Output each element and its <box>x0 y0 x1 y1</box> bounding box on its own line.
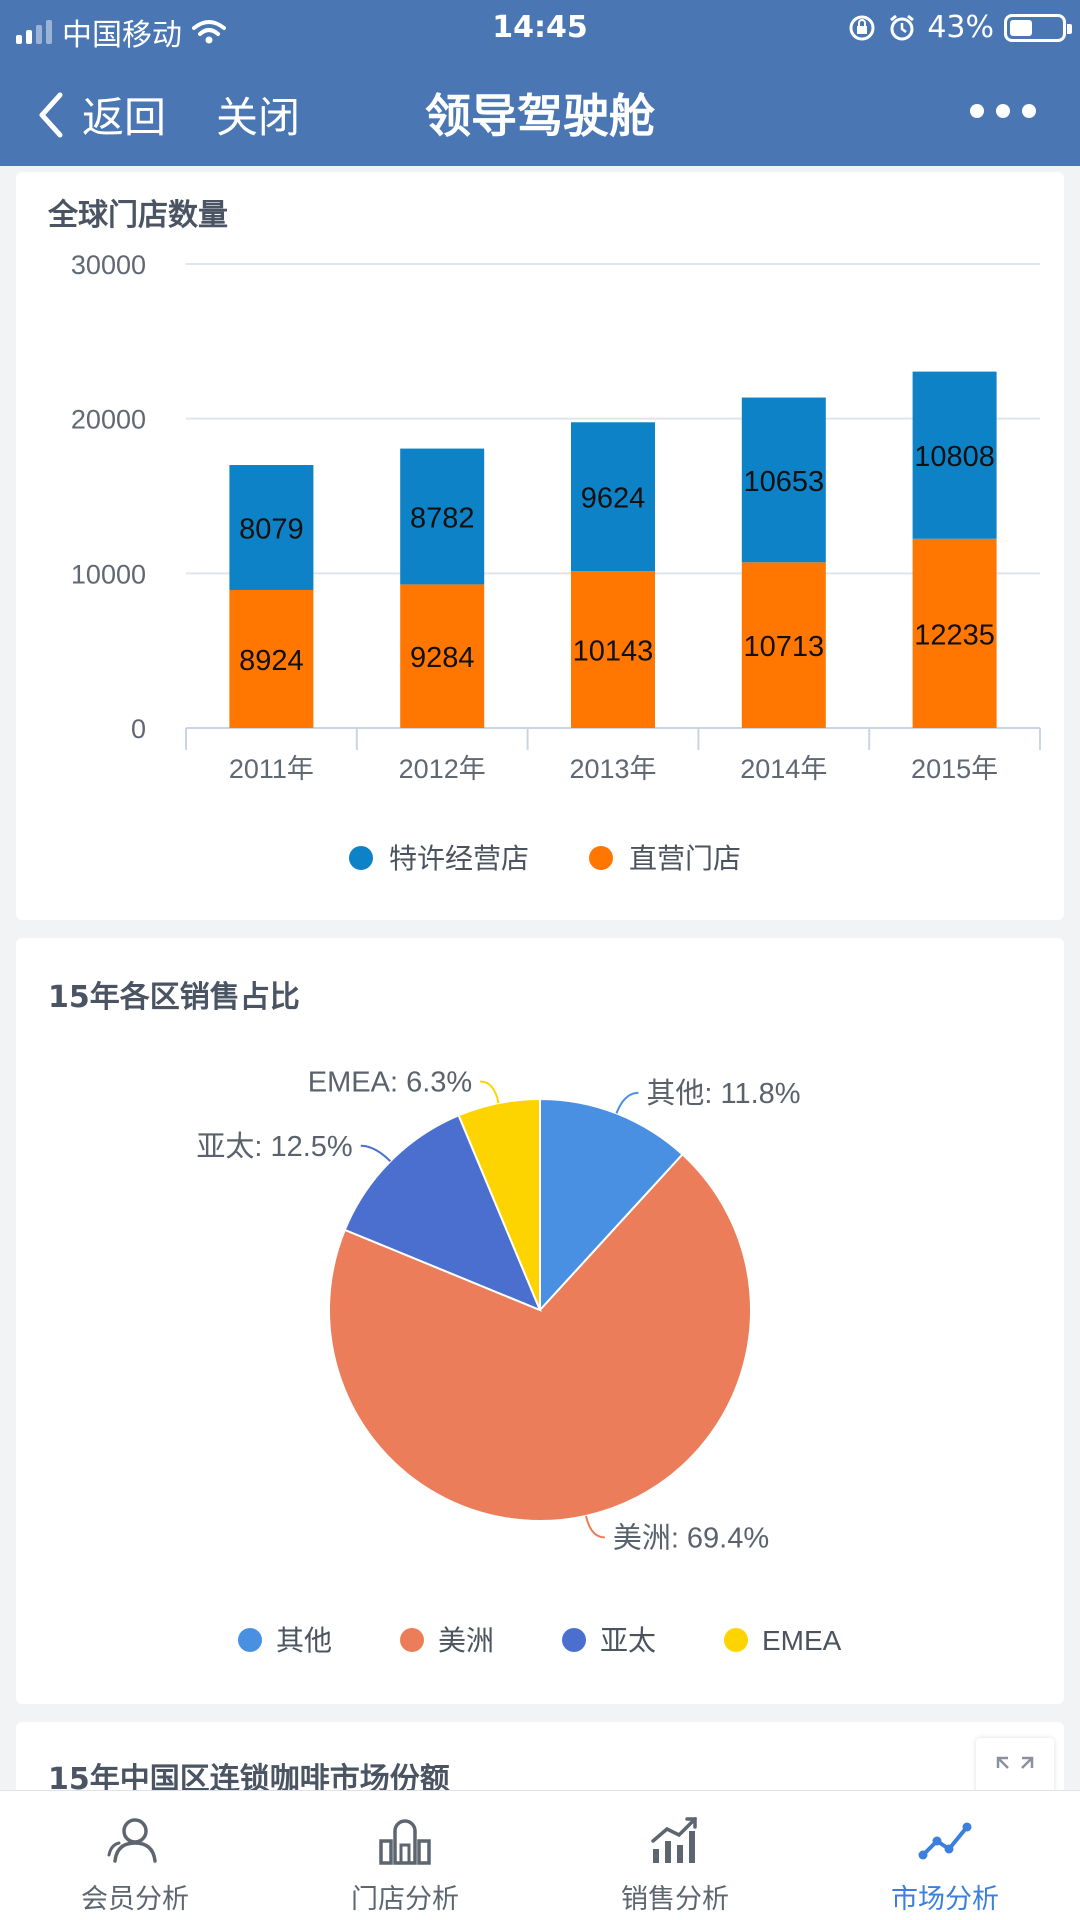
legend-label: 其他 <box>276 1625 332 1656</box>
bar-data-label: 8782 <box>410 502 475 534</box>
status-time: 14:45 <box>492 10 588 45</box>
more-dot-icon <box>996 104 1010 118</box>
bar-data-label: 9624 <box>581 483 646 515</box>
tab-label: 门店分析 <box>351 1884 459 1915</box>
back-button[interactable]: 返回 <box>36 84 166 145</box>
bar-data-label: 8079 <box>239 513 304 545</box>
x-tick-label: 2015年 <box>911 754 998 784</box>
app-header: 中国移动 14:45 43% <box>0 0 1080 166</box>
bar-data-label: 9284 <box>410 642 475 674</box>
bar-data-label: 12235 <box>914 619 995 651</box>
bar-segment[interactable] <box>229 589 314 728</box>
x-tick-label: 2012年 <box>399 754 486 784</box>
legend-marker <box>589 846 613 870</box>
pie-slice[interactable] <box>343 1114 542 1312</box>
tab-member-analysis[interactable]: 会员分析 <box>0 1791 270 1920</box>
legend-marker <box>400 1628 424 1652</box>
chevron-left-icon <box>39 92 63 137</box>
nav-bar: 返回 关闭 领导驾驶舱 <box>0 70 1080 150</box>
rotation-lock-icon <box>849 15 875 40</box>
legend-label: 特许经营店 <box>389 843 529 874</box>
bar-data-label: 10713 <box>743 631 824 663</box>
stores-card: 全球门店数量 0 10000 20000 30000 8924 8079 2011年 9284… <box>16 172 1064 920</box>
bar-segment[interactable] <box>571 571 655 728</box>
market-trend-icon <box>918 1822 972 1860</box>
bar-data-label: 10808 <box>914 441 995 473</box>
pie-data-label: 美洲: 69.4% <box>613 1521 769 1554</box>
legend-marker <box>238 1628 262 1652</box>
legend-label: EMEA <box>762 1625 842 1656</box>
member-icon <box>107 1818 157 1863</box>
legend-item[interactable]: 其他 <box>238 1625 332 1656</box>
legend-marker <box>724 1628 748 1652</box>
legend-item[interactable]: 直营门店 <box>589 843 741 874</box>
x-tick-label: 2011年 <box>229 754 314 784</box>
legend-marker <box>562 1628 586 1652</box>
pie-label-line <box>360 1144 392 1162</box>
tab-label: 会员分析 <box>81 1884 189 1915</box>
tab-label: 销售分析 <box>621 1884 729 1915</box>
tab-store-analysis[interactable]: 门店分析 <box>270 1791 540 1920</box>
bar-data-label: 10653 <box>743 466 824 498</box>
legend-item[interactable]: 美洲 <box>400 1625 494 1656</box>
sales-chart-icon <box>651 1817 697 1863</box>
x-tick-label: 2014年 <box>740 754 827 784</box>
legend-item[interactable]: EMEA <box>724 1625 842 1656</box>
bar-segment[interactable] <box>400 448 485 585</box>
page-title: 领导驾驶舱 <box>425 89 655 143</box>
bar-segment[interactable] <box>229 465 314 590</box>
status-bar: 中国移动 14:45 43% <box>0 0 1080 56</box>
pie-slice[interactable] <box>457 1097 541 1311</box>
back-label: 返回 <box>82 93 167 142</box>
bottom-tab-bar: 会员分析 门店分析 销售分析 <box>0 1790 1080 1920</box>
expand-icon <box>996 1756 1034 1769</box>
alarm-icon <box>890 14 915 40</box>
pie-data-label: 亚太: 12.5% <box>196 1130 352 1163</box>
bar-segment[interactable] <box>912 371 997 539</box>
pie-data-label: EMEA: 6.3% <box>308 1067 472 1099</box>
more-dot-icon <box>970 104 984 118</box>
stores-bar-chart: 0 10000 20000 30000 8924 8079 2011年 9284 8782 201… <box>71 250 1041 874</box>
pie-label-line <box>615 1091 639 1114</box>
store-icon <box>379 1819 431 1865</box>
more-dot-icon <box>1022 104 1036 118</box>
close-button[interactable]: 关闭 <box>216 93 301 142</box>
bar-segment[interactable] <box>571 422 655 572</box>
y-tick-label: 10000 <box>71 559 146 589</box>
tab-market-analysis[interactable]: 市场分析 <box>810 1791 1080 1920</box>
battery-percent: 43% <box>927 10 994 45</box>
bar-data-label: 8924 <box>239 645 304 677</box>
pie-label-line <box>585 1515 605 1539</box>
sales-pie-chart: 其他: 11.8% 美洲: 69.4% 亚太: 12.5% EMEA: 6.3% 其他 美… <box>196 1067 842 1656</box>
legend-item[interactable]: 亚太 <box>562 1625 656 1656</box>
bar-segment[interactable] <box>400 584 485 728</box>
pie-data-label: 其他: 11.8% <box>646 1077 800 1110</box>
x-tick-label: 2013年 <box>569 754 656 784</box>
bar-data-label: 10143 <box>573 636 654 668</box>
pie-slice[interactable] <box>328 1152 752 1522</box>
carrier-label: 中国移动 <box>62 18 182 53</box>
pie-slice[interactable] <box>539 1097 684 1313</box>
legend-label: 亚太 <box>600 1625 656 1656</box>
bar-segment[interactable] <box>741 397 826 563</box>
wifi-icon <box>192 20 226 44</box>
legend-item[interactable]: 特许经营店 <box>349 843 529 874</box>
signal-icon <box>16 20 52 44</box>
y-tick-label: 30000 <box>71 250 146 280</box>
sales-card-title: 15年各区销售占比 <box>48 980 300 1015</box>
y-tick-label: 0 <box>131 714 146 744</box>
bar-segment[interactable] <box>912 538 997 728</box>
pie-label-line <box>480 1080 500 1104</box>
bar-segment[interactable] <box>741 562 826 728</box>
sales-card: 15年各区销售占比 其他: 11.8% 美洲: 69.4% 亚太: 12.5% EME… <box>16 938 1064 1704</box>
tab-label: 市场分析 <box>891 1884 999 1915</box>
legend-marker <box>349 846 373 870</box>
more-menu-button[interactable] <box>970 104 1036 118</box>
y-tick-label: 20000 <box>71 405 146 435</box>
tab-sales-analysis[interactable]: 销售分析 <box>540 1791 810 1920</box>
legend-label: 美洲 <box>438 1625 494 1656</box>
legend-label: 直营门店 <box>629 843 741 874</box>
battery-icon <box>1004 13 1072 42</box>
stores-card-title: 全球门店数量 <box>48 198 228 233</box>
